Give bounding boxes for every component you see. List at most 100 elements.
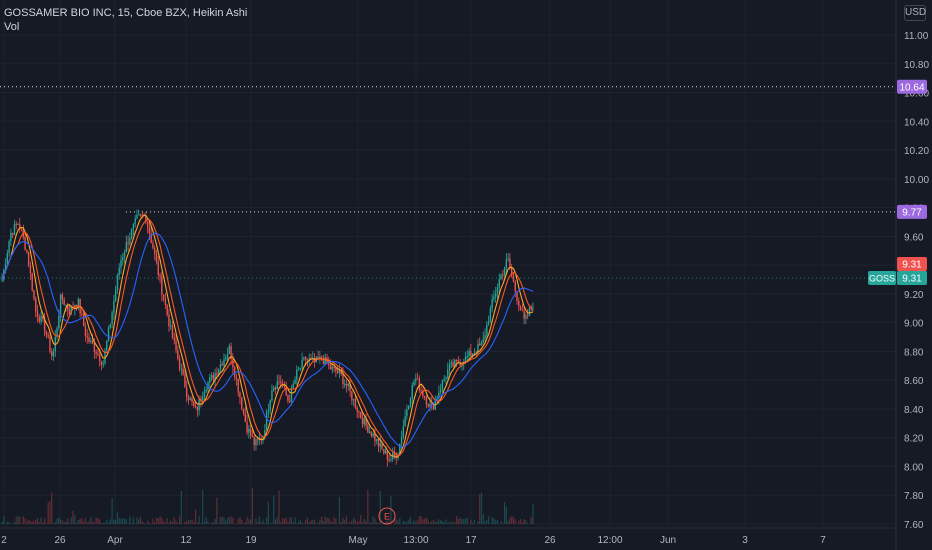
candle-body <box>425 397 428 405</box>
volume-bar <box>489 523 491 524</box>
volume-bar <box>431 521 433 524</box>
candle-body <box>427 404 429 407</box>
candle-body <box>170 325 172 327</box>
volume-bar <box>154 522 156 524</box>
volume-bar <box>214 518 216 524</box>
candle-body <box>43 318 46 332</box>
volume-bar <box>340 521 342 524</box>
volume-label[interactable]: Vol <box>4 21 20 33</box>
candle-body <box>479 343 481 346</box>
volume-bar <box>344 519 346 524</box>
candle-body <box>127 242 129 244</box>
earnings-marker[interactable]: E <box>378 507 396 525</box>
volume-bar <box>20 523 23 524</box>
currency-badge[interactable]: USD <box>904 5 926 21</box>
candle-body <box>193 401 195 406</box>
candle-body <box>301 359 303 368</box>
candle-body <box>157 261 159 275</box>
volume-bar <box>203 521 206 524</box>
x-tick-label: 19 <box>245 535 257 546</box>
volume-bar <box>365 521 367 524</box>
volume-bar <box>223 517 225 524</box>
ticker-label: GOSS <box>869 274 895 284</box>
volume-bar <box>134 523 136 524</box>
volume-bar <box>180 491 182 524</box>
volume-bar <box>296 523 298 524</box>
volume-bar <box>264 523 266 524</box>
volume-bar <box>308 522 310 524</box>
candle-body <box>241 397 243 409</box>
candle-body <box>376 439 378 442</box>
candle-body <box>95 351 97 354</box>
volume-bar <box>61 520 63 524</box>
candle-body <box>374 433 376 442</box>
candle-body <box>68 309 71 315</box>
volume-bar <box>463 519 465 524</box>
volume-bar <box>500 521 502 524</box>
volume-bar <box>60 519 62 524</box>
candle-body <box>237 378 239 393</box>
candle-body <box>122 257 124 261</box>
candle-body <box>344 383 346 385</box>
volume-bar <box>129 516 131 524</box>
volume-bar <box>113 519 115 524</box>
volume-bar <box>221 516 223 524</box>
volume-bar <box>79 518 81 524</box>
candle-body <box>423 396 426 398</box>
volume-bar <box>416 520 419 524</box>
candle-body <box>296 369 298 380</box>
candle-body <box>178 358 181 369</box>
candle-body <box>411 385 413 399</box>
y-tick-label: 10.40 <box>904 117 929 128</box>
volume-bar <box>310 520 312 524</box>
candle-body <box>138 214 140 216</box>
symbol-title[interactable]: GOSSAMER BIO INC, 15, Cboe BZX, Heikin A… <box>4 7 248 19</box>
volume-bar <box>122 518 124 524</box>
volume-bar <box>72 510 74 524</box>
high-line-label: 10.64 <box>899 82 924 93</box>
candle-body <box>239 392 241 398</box>
volume-bar <box>395 518 397 524</box>
candle-body <box>477 343 479 353</box>
candle-body <box>26 249 28 253</box>
candle-body <box>503 267 506 275</box>
candle-body <box>226 354 229 358</box>
volume-bar <box>170 520 172 524</box>
candle-body <box>63 299 65 305</box>
candle-body <box>438 392 440 398</box>
volume-bar <box>287 521 289 524</box>
candle-body <box>448 364 451 370</box>
volume-bar <box>413 520 415 524</box>
candle-body <box>159 274 161 277</box>
candle-body <box>118 267 120 276</box>
volume-bar <box>44 518 46 524</box>
candle-body <box>65 304 67 306</box>
volume-bar <box>161 517 163 524</box>
candle-body <box>308 358 310 360</box>
candle-body <box>248 428 250 433</box>
volume-bar <box>219 516 222 524</box>
candle-body <box>264 430 266 437</box>
candle-body <box>86 336 88 338</box>
volume-bar <box>479 494 481 524</box>
time-axis[interactable]: 2 26 Apr 12 19 May 13:00 17 26 12:00 Jun 3 7 <box>1 535 826 546</box>
candle-body <box>267 410 270 413</box>
volume-bar <box>461 518 463 524</box>
candle-body <box>100 361 103 365</box>
volume-bar <box>347 523 349 524</box>
candle-body <box>525 315 527 319</box>
volume-bar <box>47 502 49 524</box>
candle-body <box>363 418 365 425</box>
volume-bar <box>427 520 429 524</box>
candle-body <box>6 252 9 264</box>
candle-body <box>125 242 128 253</box>
volume-bar <box>1 522 3 524</box>
candle-body <box>235 376 238 379</box>
candle-body <box>439 389 442 393</box>
candle-body <box>297 368 300 370</box>
volume-bar <box>356 521 358 524</box>
volume-bar <box>319 519 321 524</box>
candle-body <box>98 354 101 362</box>
candle-body <box>29 265 32 274</box>
